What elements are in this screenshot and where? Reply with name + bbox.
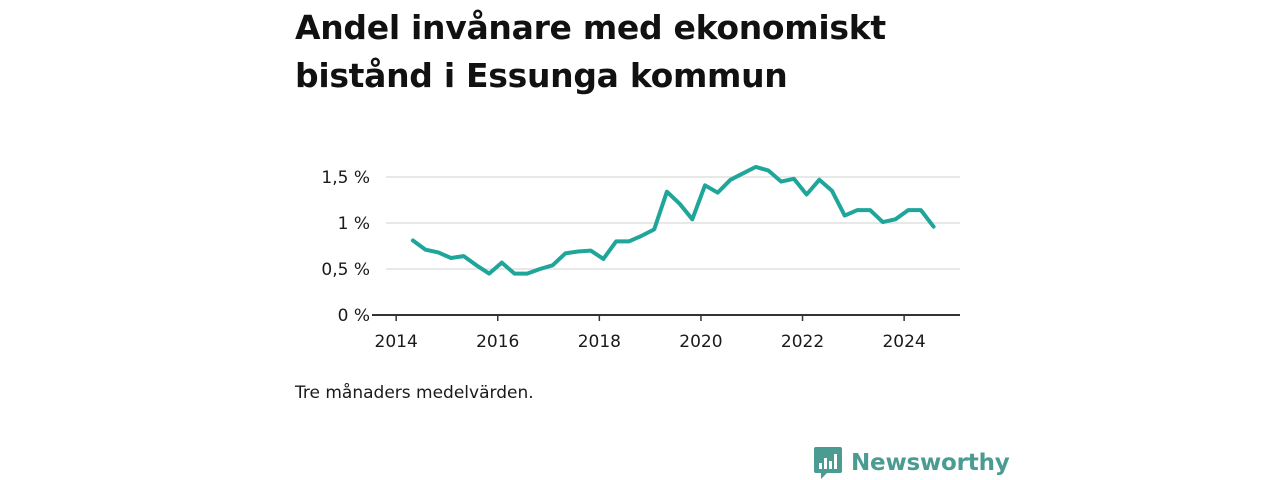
newsworthy-logo-icon [814, 447, 842, 479]
y-axis-tick-labels: 0 % 0,5 % 1 % 1,5 % [321, 168, 370, 326]
x-tick-label: 2022 [781, 332, 824, 352]
brand-name: Newsworthy [851, 450, 1010, 476]
chart-title: Andel invånare med ekonomiskt bistånd i … [295, 8, 886, 95]
series-layer [410, 164, 936, 276]
x-tick-label: 2024 [882, 332, 925, 352]
y-tick-label: 0,5 % [321, 260, 370, 280]
y-tick-label: 1,5 % [321, 168, 370, 188]
x-tick-label: 2016 [476, 332, 519, 352]
chart-note: Tre månaders medelvärden. [295, 383, 534, 403]
series-line [410, 164, 936, 276]
gridlines [386, 176, 960, 270]
y-tick-label: 0 % [338, 306, 370, 326]
y-tick-label: 1 % [338, 214, 370, 234]
x-tick-label: 2018 [578, 332, 621, 352]
brand-logo[interactable]: Newsworthy [813, 446, 1010, 480]
x-tick-label: 2014 [375, 332, 418, 352]
x-axis: 2014 2016 2018 2020 2022 2024 [372, 314, 960, 352]
x-tick-label: 2020 [679, 332, 722, 352]
